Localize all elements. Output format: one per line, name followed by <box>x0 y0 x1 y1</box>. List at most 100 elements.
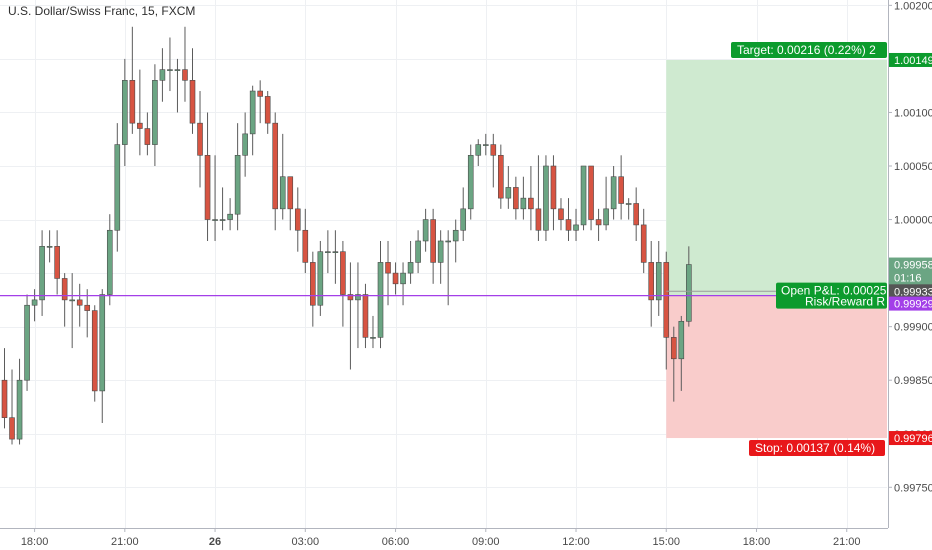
candle <box>437 230 444 284</box>
candle-body-down <box>197 122 203 156</box>
price-tick-label: 1.00100 <box>894 107 932 119</box>
candle <box>528 166 534 231</box>
candle-body-up <box>686 264 692 322</box>
candle <box>505 166 512 209</box>
candle-body-down <box>565 219 572 231</box>
candle <box>655 240 662 316</box>
candle <box>69 273 75 349</box>
candle <box>106 214 113 306</box>
candle <box>543 155 549 241</box>
candle-body-up <box>400 272 406 285</box>
candle <box>565 198 572 241</box>
candle <box>279 133 286 220</box>
candle <box>452 219 459 263</box>
position-zones <box>666 59 887 439</box>
bar-countdown-tag: 01:16 <box>889 270 932 285</box>
candle <box>588 165 594 231</box>
time-tick-label: 03:00 <box>292 536 320 548</box>
candle <box>392 262 399 295</box>
time-tick-label: 18:00 <box>21 536 49 548</box>
time-tick-label: 21:00 <box>833 536 861 548</box>
price-tag-bg <box>889 270 932 285</box>
candle <box>520 176 527 220</box>
candle-body-up <box>355 294 361 301</box>
candle-body-down <box>490 144 497 156</box>
time-tick-label: 26 <box>209 536 221 548</box>
candle-body-down <box>558 208 564 220</box>
candle <box>618 155 624 220</box>
candle <box>84 289 91 338</box>
chart-title: U.S. Dollar/Swiss Franc, 15, FXCM <box>8 4 196 18</box>
candle <box>362 283 369 349</box>
candle-body-up <box>452 229 459 242</box>
candle-body-down <box>129 80 136 124</box>
price-tick-label: 1.00050 <box>894 161 932 173</box>
risk-reward-label-text: Risk/Reward R <box>805 295 885 309</box>
candle-body-down <box>528 197 534 210</box>
candle-body-up <box>167 69 173 71</box>
candle <box>182 26 188 102</box>
candle <box>663 251 670 370</box>
price-axis[interactable]: 0.997500.998000.998500.999000.999501.000… <box>888 0 932 550</box>
time-tick-label: 06:00 <box>382 536 410 548</box>
candle-body-up <box>234 154 241 215</box>
candle-body-up <box>317 251 324 306</box>
candle-body-down <box>670 337 677 360</box>
price-tick-label: 1.00200 <box>894 0 932 12</box>
price-tag-text: 1.00149 <box>894 55 932 67</box>
candle-body-down <box>550 165 557 210</box>
candle <box>347 262 354 370</box>
candle <box>558 198 564 231</box>
candle-body-down <box>9 417 15 440</box>
candle <box>46 230 53 263</box>
candle-body-up <box>678 320 685 360</box>
stop-label: Stop: 0.00137 (0.14%) <box>749 440 885 457</box>
entry-price-tag: 0.99929 <box>889 296 932 311</box>
candle <box>227 198 233 231</box>
candle-body-up <box>422 219 429 242</box>
candle <box>61 273 68 327</box>
candle-body-up <box>227 213 233 220</box>
candle-body-down <box>61 278 68 301</box>
pnl-label-bg <box>776 282 887 309</box>
current-price-tag: 0.99933 <box>889 284 932 299</box>
candle-body-down <box>663 262 670 338</box>
candle <box>39 230 45 316</box>
candle-body-down <box>513 187 519 210</box>
candle-body-down <box>648 262 655 301</box>
candle-body-up <box>482 144 489 146</box>
candle <box>159 48 166 102</box>
candle <box>490 133 497 188</box>
candle <box>678 315 685 391</box>
candle <box>91 305 98 402</box>
candle <box>76 283 83 327</box>
price-tag-bg <box>889 52 932 67</box>
price-tag-text: 01:16 <box>894 273 922 285</box>
candle-body-up <box>467 154 474 210</box>
candle-body-up <box>242 133 248 156</box>
candle <box>212 155 218 241</box>
candle <box>332 230 339 284</box>
candle <box>249 85 256 156</box>
candle-body-down <box>347 294 354 301</box>
stop-zone <box>666 295 887 439</box>
candle <box>422 208 429 252</box>
price-tick-label: 0.99850 <box>894 375 932 387</box>
candle-body-up <box>573 224 579 231</box>
stop-label-text: Stop: 0.00137 (0.14%) <box>755 441 875 455</box>
candle-body-up <box>106 229 113 295</box>
candle-body-down <box>618 176 624 204</box>
pnl-label-text: Open P&L: 0.00025 <box>781 284 887 298</box>
candle <box>152 64 158 167</box>
candle <box>475 139 482 167</box>
candle <box>325 230 331 274</box>
candle-body-up <box>31 299 38 306</box>
time-axis[interactable]: 18:00 21:00 26 03:00 06:00 09:00 12:00 15:00 18:… <box>0 528 888 550</box>
candle <box>257 80 263 124</box>
candlestick-series <box>1 26 692 445</box>
candle-body-up <box>279 176 286 210</box>
candle-body-up <box>159 69 166 81</box>
candle <box>670 326 677 402</box>
candle <box>580 165 587 231</box>
